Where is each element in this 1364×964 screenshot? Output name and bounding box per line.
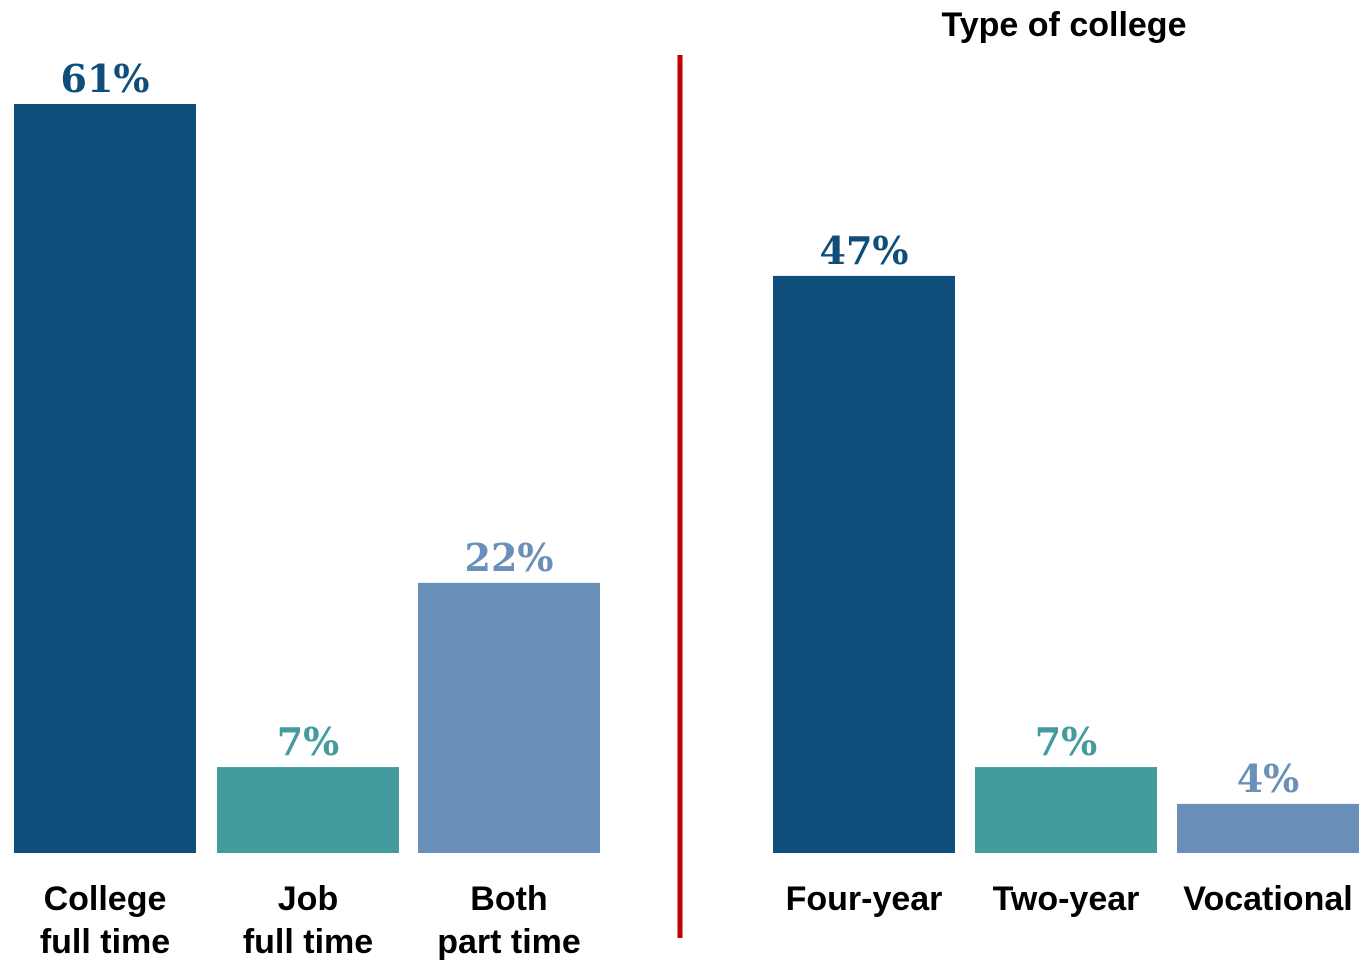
left-category-label-3-line-2: part time [437, 923, 581, 961]
left-category-label-3-line-1: Both [470, 880, 547, 918]
right-category-label-1: Four-year [786, 880, 943, 918]
right-category-label-3: Vocational [1183, 880, 1352, 918]
right-panel: 47% Four-year 7% Two-year 4% Vocational [773, 228, 1359, 918]
left-category-label-1-line-1: College [44, 880, 167, 918]
left-category-label-2-line-1: Job [278, 880, 338, 918]
left-bar-1 [14, 104, 196, 853]
left-bar-3 [418, 582, 600, 853]
left-category-label-1-line-2: full time [40, 923, 170, 961]
left-value-label-2: 7% [277, 719, 340, 764]
left-bar-2 [217, 767, 399, 853]
right-bar-2 [975, 767, 1157, 853]
right-panel-title: Type of college [942, 6, 1187, 44]
right-category-label-2: Two-year [993, 880, 1140, 918]
right-value-label-3: 4% [1237, 756, 1300, 801]
left-panel: 61% College full time 7% Job full time 22% Both… [14, 56, 600, 961]
right-value-label-2: 7% [1035, 719, 1098, 764]
left-value-label-1: 61% [61, 56, 150, 101]
right-bar-3 [1177, 803, 1359, 853]
right-value-label-1: 47% [820, 228, 909, 273]
left-value-label-3: 22% [465, 535, 554, 580]
right-bar-1 [773, 275, 955, 854]
left-category-label-2-line-2: full time [243, 923, 373, 961]
